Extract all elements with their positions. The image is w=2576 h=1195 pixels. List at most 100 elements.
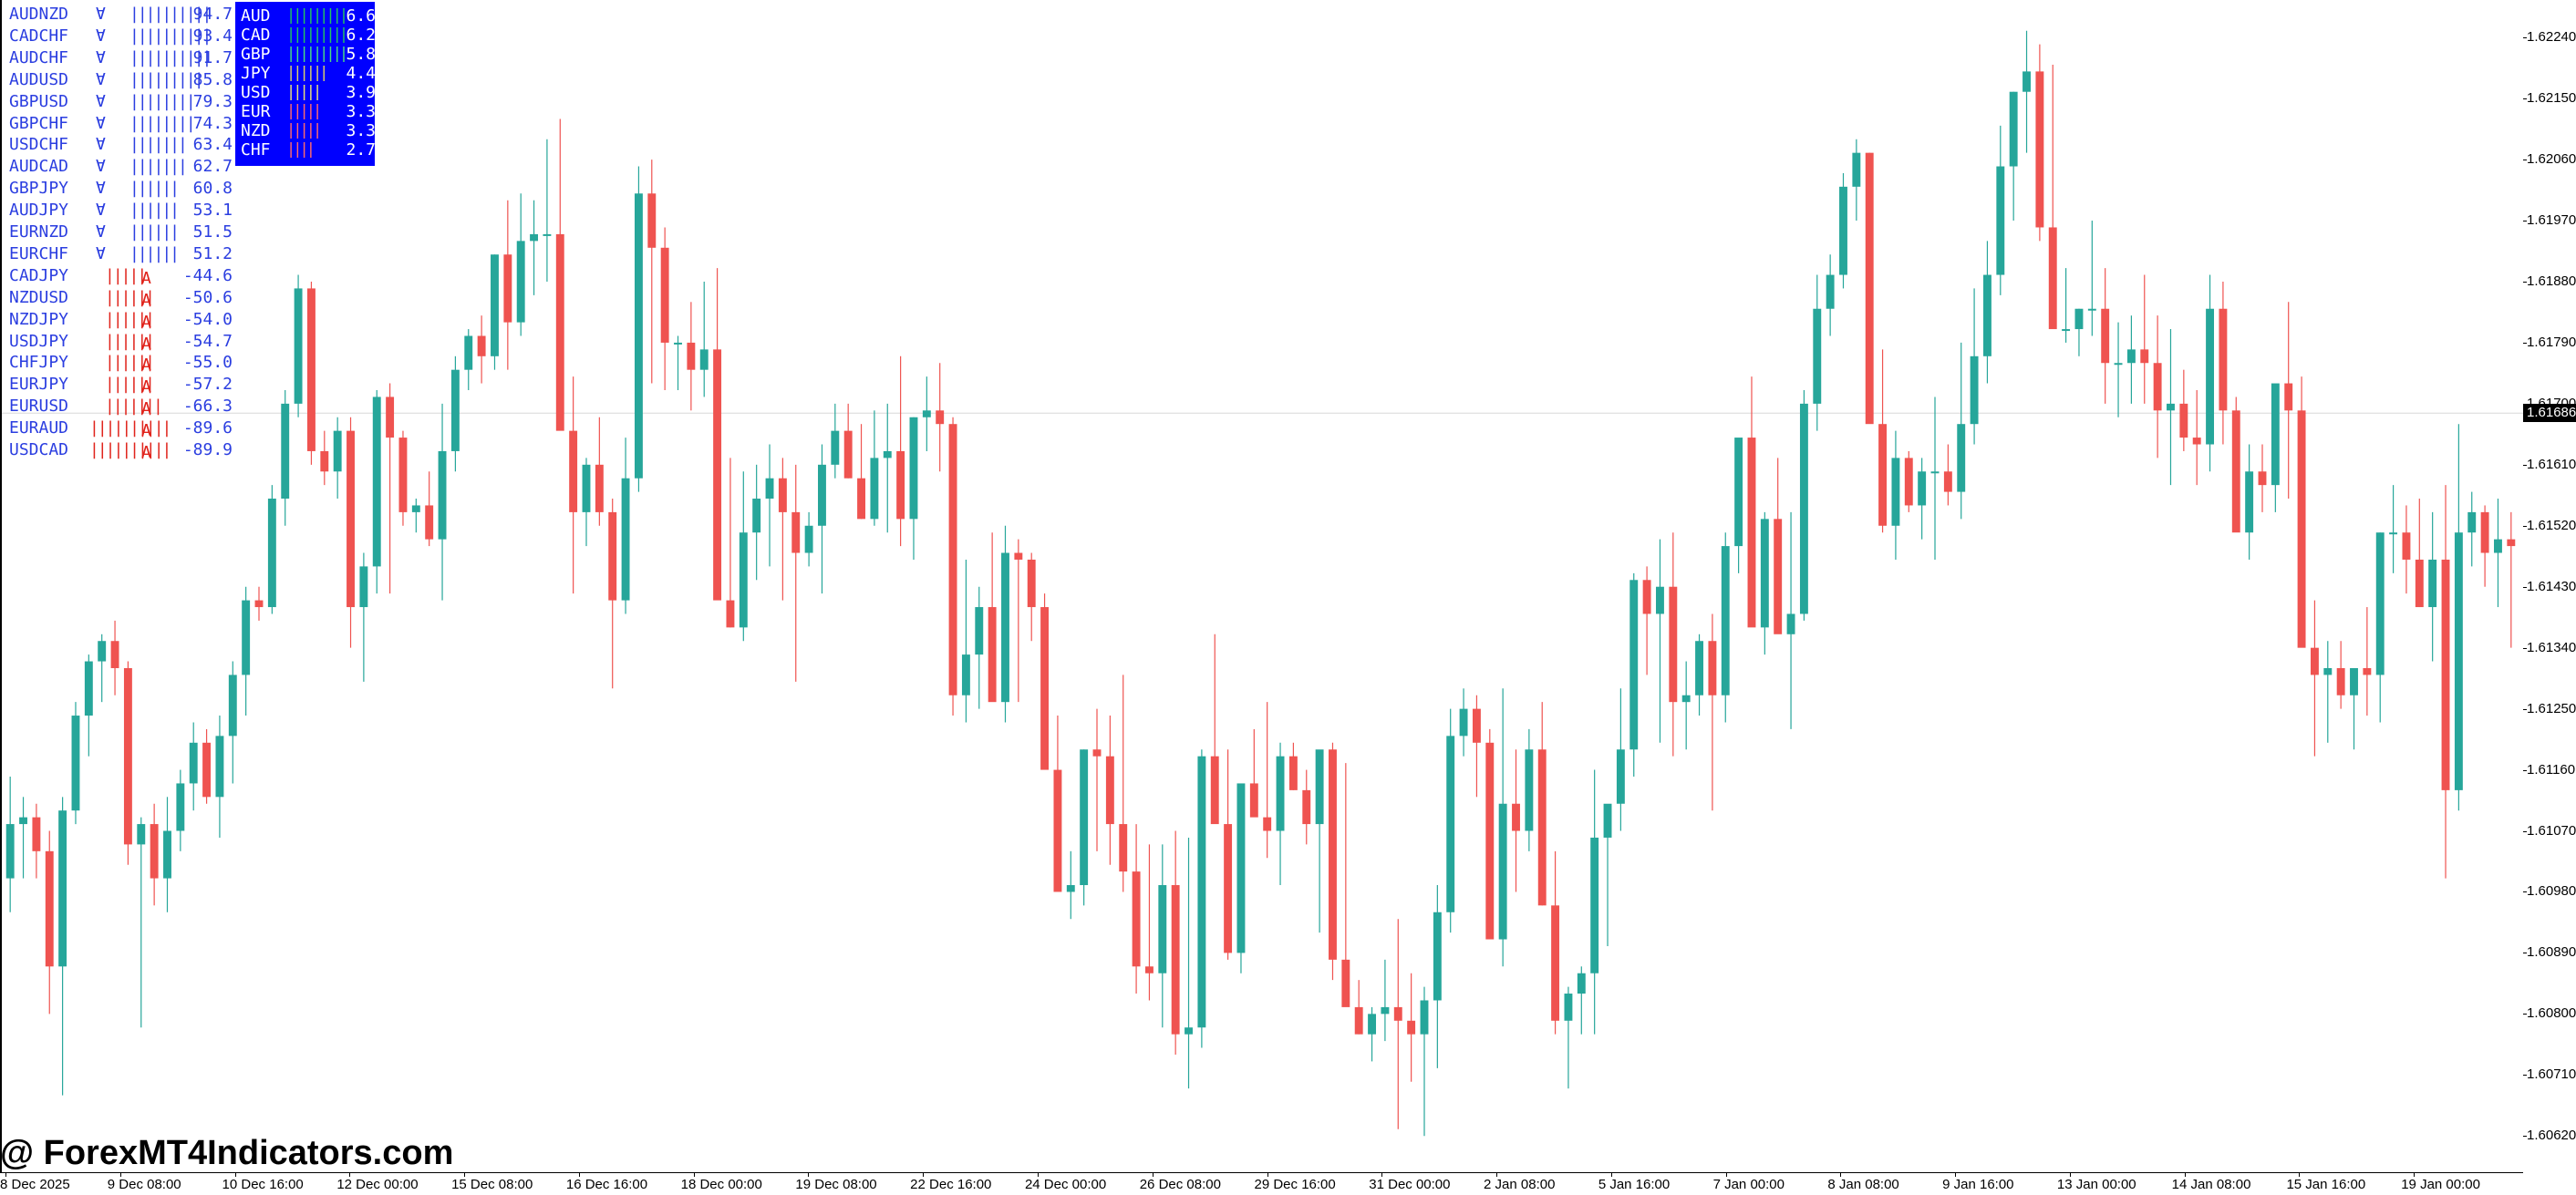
chart-area[interactable] (0, 0, 2523, 1172)
bull-candle-body (634, 193, 643, 479)
strength-bars: ||||||| (129, 157, 188, 177)
time-tick (464, 1173, 466, 1177)
bull-candle-body (1799, 403, 1808, 614)
pair-name: EURNZD (9, 222, 69, 242)
price-tick (2523, 769, 2527, 771)
candle (2428, 511, 2437, 662)
bear-candle-body (347, 430, 355, 608)
bear-candle-body (2048, 227, 2057, 330)
candle (2023, 30, 2031, 153)
candle (608, 499, 617, 689)
candle (2494, 499, 2502, 608)
currency-name: GBP (241, 45, 271, 64)
candle (569, 376, 578, 594)
bull-candle-body (2009, 91, 2018, 167)
price-label: 1.62150 (2527, 90, 2576, 107)
candle (1446, 708, 1455, 933)
bull-candle-body (2245, 471, 2254, 533)
time-tick (349, 1173, 351, 1177)
candle (1329, 742, 1337, 981)
candle (2271, 383, 2280, 512)
bear-candle-body (1669, 586, 1678, 703)
time-tick (2299, 1173, 2301, 1177)
bear-candle-body (254, 600, 264, 608)
bull-candle-body (2206, 308, 2215, 445)
bull-candle-body (464, 335, 473, 370)
time-label: 16 Dec 16:00 (565, 1177, 648, 1192)
candle (1839, 172, 1847, 289)
candle (58, 797, 67, 1096)
bear-candle-body (1512, 803, 1520, 831)
arrow-up-icon: Ɐ (96, 201, 106, 221)
candle (1774, 458, 1783, 634)
candle (1629, 572, 1639, 777)
candle (1537, 702, 1547, 906)
time-tick (2414, 1173, 2416, 1177)
bear-candle-body (2153, 363, 2162, 411)
pair-value: 63.4 (192, 135, 233, 155)
candle (2323, 641, 2333, 743)
bull-candle-body (1459, 708, 1468, 737)
bear-candle-body (1393, 1006, 1402, 1021)
bear-candle-body (857, 478, 865, 520)
bull-candle-body (2062, 329, 2071, 332)
bear-candle-body (1105, 756, 1114, 825)
time-label: 8 Jan 08:00 (1827, 1177, 1899, 1192)
price-label: 1.61790 (2527, 334, 2576, 350)
bear-candle-body (1027, 559, 1036, 608)
time-label: 12 Dec 00:00 (336, 1177, 419, 1192)
bear-candle-body (660, 247, 669, 343)
time-tick (808, 1173, 810, 1177)
bull-candle-body (71, 716, 80, 811)
pair-name: EURJPY (9, 375, 69, 395)
candle (411, 499, 420, 533)
time-label: 29 Dec 16:00 (1254, 1177, 1336, 1192)
bear-candle-body (1224, 824, 1233, 953)
candle (1132, 824, 1141, 994)
candle (1799, 390, 1808, 621)
currency-bars: |||||| (286, 64, 328, 82)
bull-candle-body (1603, 803, 1612, 838)
candle (2467, 491, 2477, 567)
candle (1760, 511, 1769, 655)
candle (516, 193, 525, 336)
time-label: 7 Jan 00:00 (1712, 1177, 1785, 1192)
candle (765, 444, 774, 567)
candle (1080, 749, 1089, 906)
bear-candle-body (778, 478, 787, 512)
candlestick-chart[interactable] (0, 0, 2523, 1172)
bear-candle-body (1341, 959, 1350, 1007)
strength-bars: |||||||||| (129, 5, 212, 24)
time-tick (234, 1173, 236, 1177)
candle (634, 166, 643, 492)
candle (2231, 397, 2240, 533)
bear-candle-body (386, 397, 395, 438)
candle (5, 777, 15, 912)
candle (477, 315, 486, 384)
price-label: 1.61880 (2527, 273, 2576, 289)
time-label: 19 Jan 00:00 (2401, 1177, 2480, 1192)
pair-name: AUDUSD (9, 69, 69, 89)
bull-candle-body (1158, 885, 1167, 974)
bull-candle-body (1918, 471, 1927, 506)
bear-candle-body (1407, 1020, 1416, 1035)
candle (202, 728, 212, 804)
strength-bars: |||||| (105, 375, 155, 395)
time-tick (923, 1173, 925, 1177)
bull-candle-body (818, 464, 826, 526)
price-tick (2523, 464, 2527, 466)
candle (804, 511, 813, 567)
price-label: 1.61520 (2527, 517, 2576, 533)
candle (320, 430, 329, 486)
bear-candle-body (608, 511, 617, 601)
bear-candle-body (2415, 559, 2424, 608)
candle (1066, 850, 1075, 920)
bear-candle-body (2480, 511, 2489, 553)
bull-candle-body (1577, 973, 1586, 994)
currency-value: 3.3 (346, 102, 376, 121)
bull-candle-body (530, 233, 539, 242)
pair-name: EURUSD (9, 397, 69, 417)
bull-candle-body (909, 417, 918, 520)
bull-candle-body (1760, 519, 1769, 628)
bull-candle-body (1616, 749, 1625, 804)
